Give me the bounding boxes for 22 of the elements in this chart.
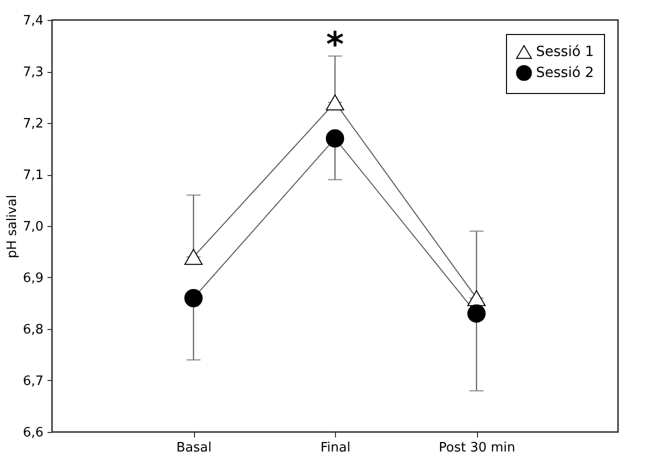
y-axis-title: pH salival	[4, 194, 20, 258]
y-tick-label: 6,9	[22, 271, 44, 286]
point	[184, 288, 203, 308]
point	[467, 304, 486, 323]
x-tick-label: Basal	[176, 440, 212, 456]
x-tick-label: Post 30 min	[438, 440, 516, 456]
annotation: *	[326, 25, 344, 65]
legend-label: Sessió 2	[536, 65, 594, 81]
y-tick-label: 7,1	[22, 168, 44, 183]
point	[184, 248, 203, 265]
y-tick-label: 6,8	[22, 322, 44, 338]
y-tick-label: 7,3	[22, 65, 44, 80]
point	[326, 129, 344, 148]
legend-label: Sessió 1	[536, 44, 594, 60]
y-tick-label: 7,2	[22, 116, 44, 132]
point	[326, 94, 344, 110]
x-tick-label: Final	[320, 440, 350, 456]
y-tick-label: 6,6	[22, 426, 44, 440]
y-tick-label: 6,7	[22, 374, 44, 389]
y-tick-label: 7,0	[22, 220, 44, 234]
point	[467, 290, 486, 306]
y-tick-label: 7,4	[22, 14, 44, 28]
